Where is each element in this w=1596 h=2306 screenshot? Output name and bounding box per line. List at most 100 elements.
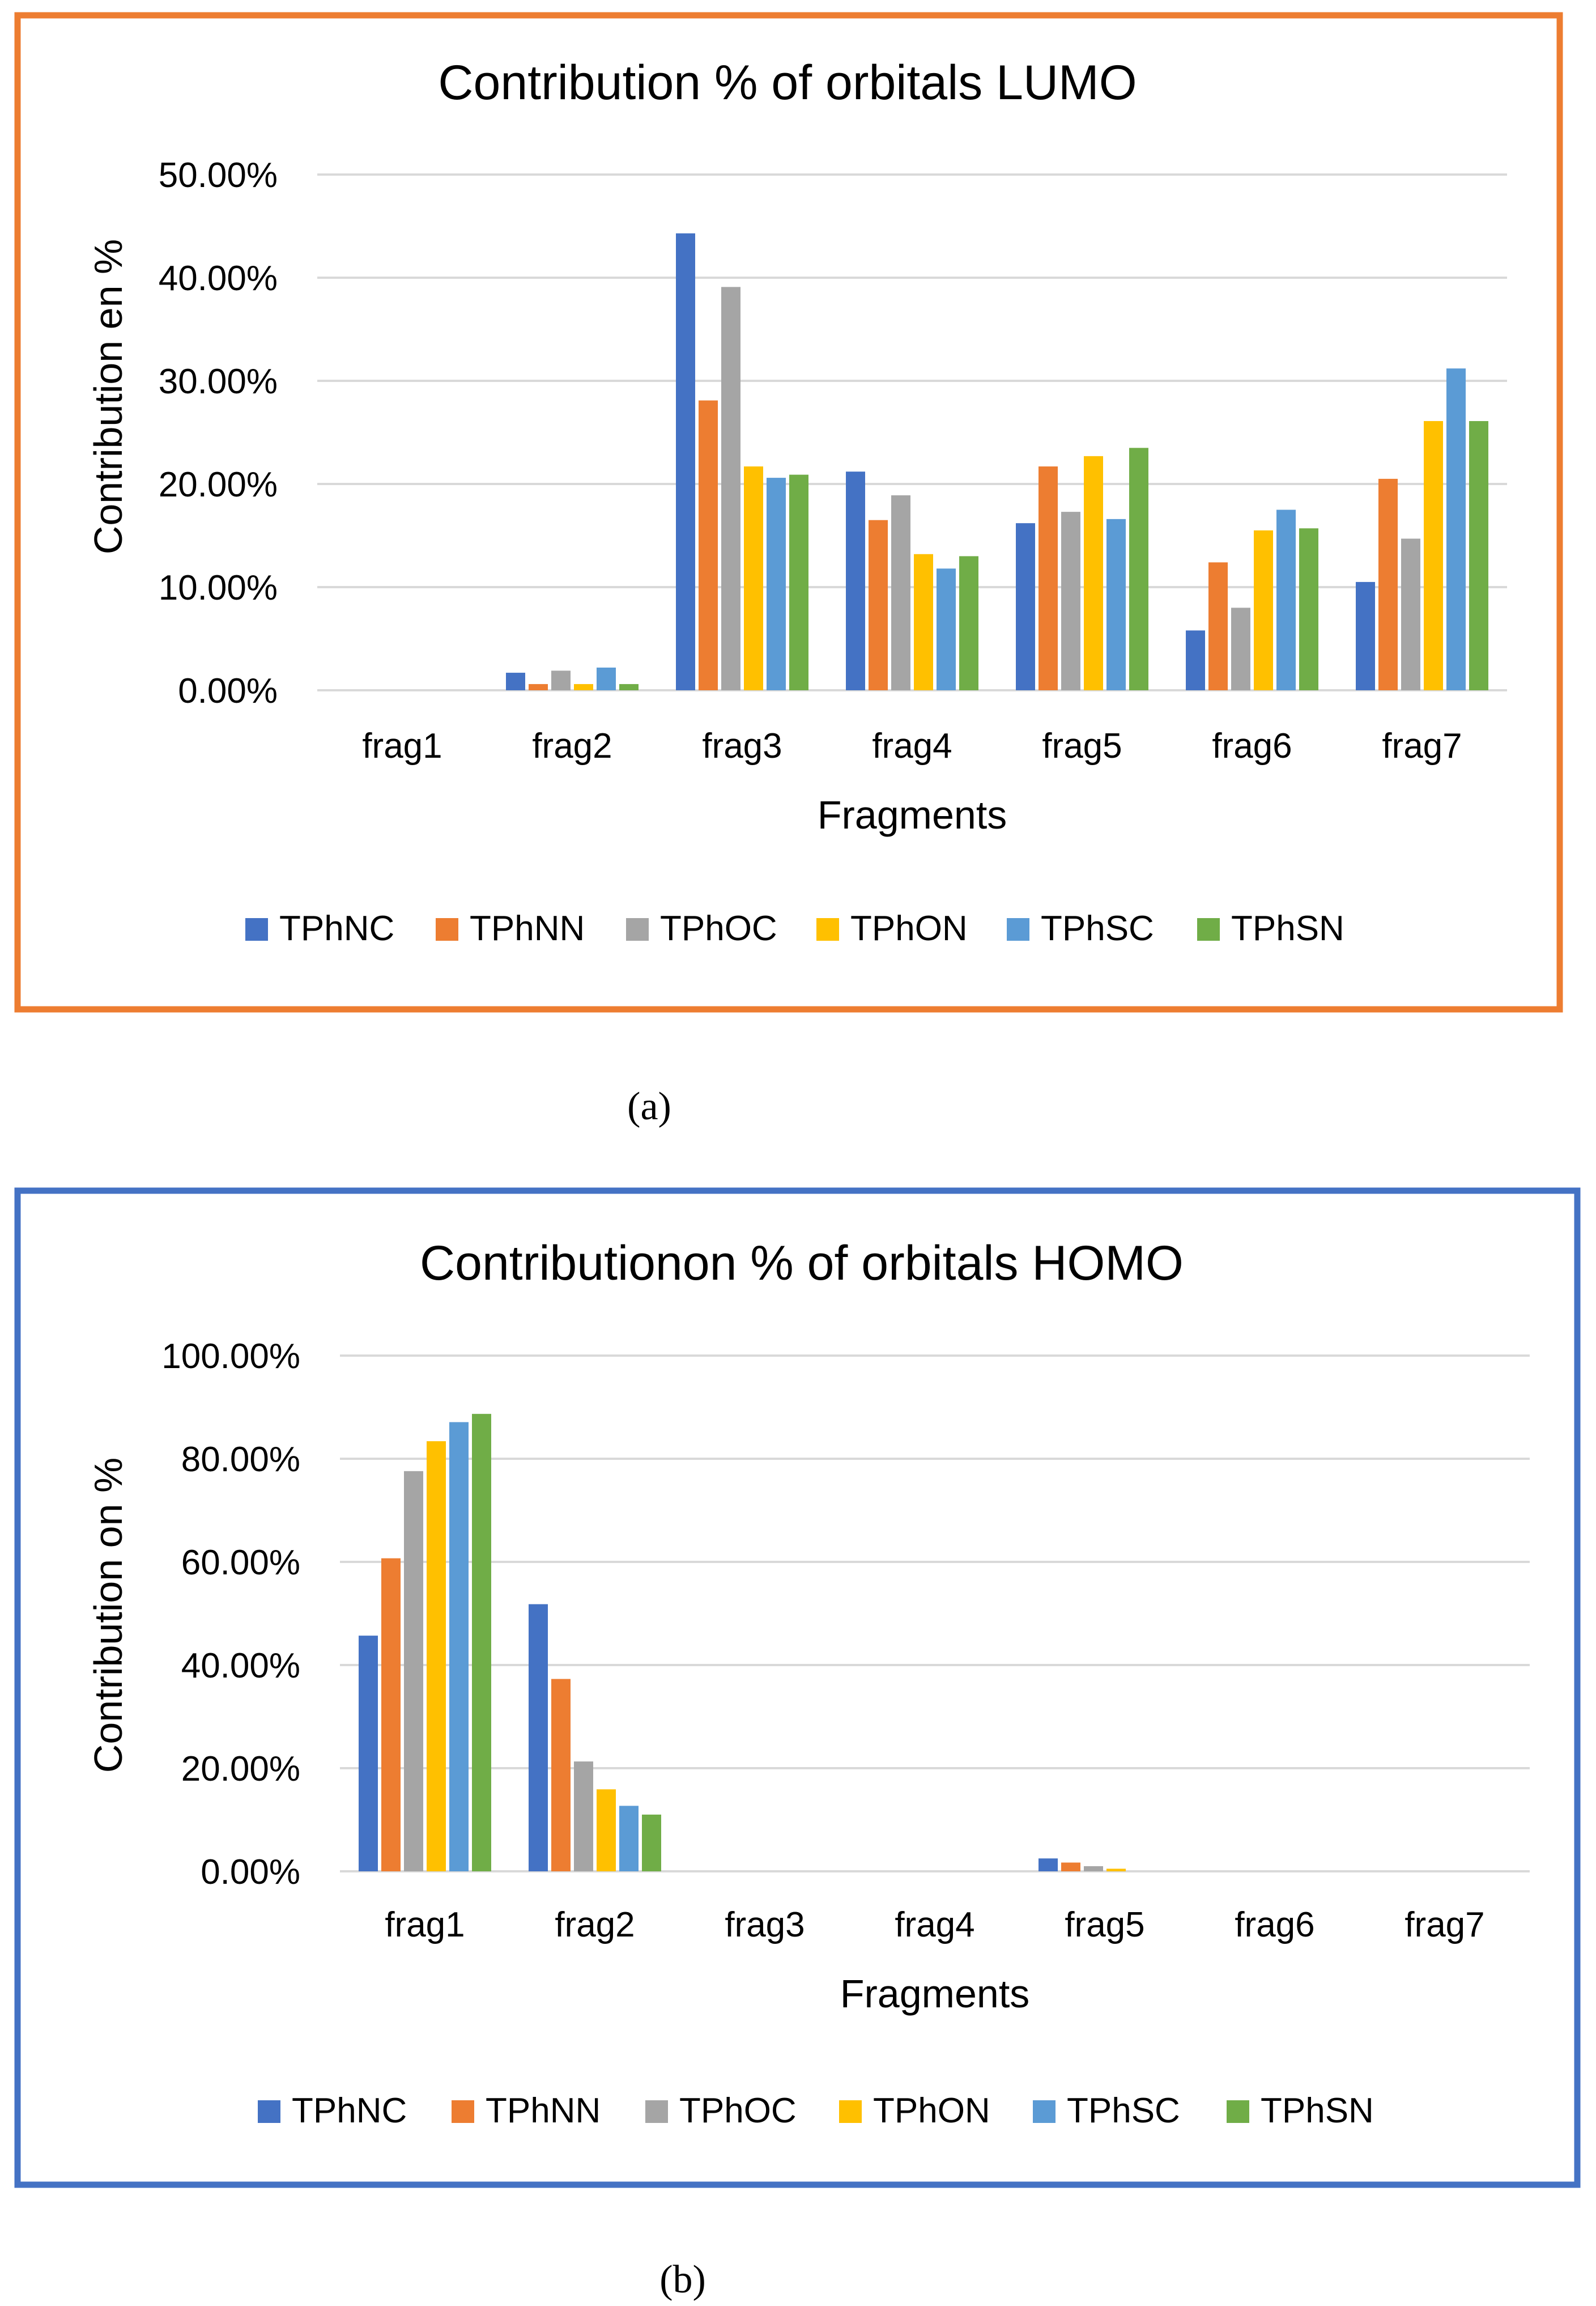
- lumo-bar-TPhSN-frag7: [1469, 421, 1488, 690]
- lumo-bar-TPhSN-frag2: [619, 684, 639, 690]
- homo-bar-TPhON-frag5: [1106, 1868, 1126, 1871]
- lumo-x-tick-label: frag3: [702, 727, 782, 766]
- homo-legend-label: TPhSC: [1067, 2091, 1180, 2130]
- lumo-bar-TPhSN-frag5: [1129, 448, 1148, 690]
- lumo-chart-title: Contribution % of orbitals LUMO: [438, 56, 1137, 110]
- lumo-legend-label: TPhSN: [1231, 909, 1344, 948]
- lumo-bar-TPhON-frag7: [1424, 421, 1443, 690]
- lumo-legend-swatch: [1007, 918, 1029, 941]
- lumo-legend-swatch: [436, 918, 458, 941]
- homo-legend-swatch: [645, 2100, 668, 2123]
- lumo-y-axis-label: Contribution en %: [86, 239, 130, 554]
- lumo-bar-TPhSN-frag3: [789, 474, 808, 690]
- homo-y-tick-label: 80.00%: [181, 1440, 300, 1479]
- lumo-x-tick-label: frag7: [1382, 727, 1462, 766]
- homo-legend-swatch: [1033, 2100, 1056, 2123]
- homo-y-tick-label: 40.00%: [181, 1646, 300, 1685]
- lumo-legend-swatch: [1197, 918, 1220, 941]
- lumo-bar-TPhOC-frag5: [1061, 512, 1080, 690]
- lumo-bar-TPhNN-frag5: [1039, 466, 1058, 690]
- lumo-legend: TPhNC TPhNN TPhOC TPhON TPhSC TPhSN: [245, 909, 1344, 948]
- lumo-x-tick-label: frag5: [1042, 727, 1122, 766]
- lumo-bar-TPhOC-frag3: [721, 287, 740, 690]
- lumo-legend-label: TPhNC: [279, 909, 394, 948]
- homo-y-tick-label: 0.00%: [201, 1853, 300, 1892]
- lumo-caption: (a): [627, 1085, 671, 1128]
- lumo-bar-TPhOC-frag7: [1401, 538, 1420, 690]
- homo-x-tick-label: frag7: [1405, 1905, 1484, 1944]
- homo-x-axis-label: Fragments: [840, 1972, 1030, 2016]
- homo-legend-label: TPhOC: [679, 2091, 797, 2130]
- lumo-bar-TPhNC-frag2: [506, 673, 525, 690]
- lumo-bar-TPhNC-frag3: [676, 233, 695, 690]
- homo-chart-title: Contributionon % of orbitals HOMO: [420, 1236, 1184, 1290]
- lumo-bar-TPhNC-frag4: [846, 472, 865, 690]
- lumo-bar-TPhNN-frag6: [1208, 562, 1228, 690]
- lumo-bar-TPhON-frag3: [744, 466, 763, 690]
- lumo-legend-swatch: [626, 918, 649, 941]
- homo-caption: (b): [659, 2258, 706, 2301]
- lumo-x-tick-label: frag1: [362, 727, 442, 766]
- homo-y-tick-labels: 0.00% 20.00% 40.00% 60.00% 80.00% 100.00%: [161, 1337, 300, 1892]
- lumo-bar-TPhNN-frag2: [529, 684, 548, 690]
- homo-legend-label: TPhNC: [292, 2091, 407, 2130]
- lumo-bar-TPhOC-frag6: [1231, 608, 1250, 690]
- homo-legend-label: TPhNN: [486, 2091, 601, 2130]
- homo-bar-TPhSN-frag1: [472, 1413, 491, 1871]
- homo-x-tick-label: frag2: [555, 1905, 635, 1944]
- homo-legend-swatch: [452, 2100, 474, 2123]
- homo-bar-TPhOC-frag1: [404, 1471, 423, 1871]
- lumo-bar-TPhSN-frag6: [1299, 528, 1318, 690]
- homo-bar-TPhNC-frag1: [359, 1636, 378, 1871]
- lumo-y-tick-label: 10.00%: [159, 568, 278, 608]
- lumo-y-tick-label: 40.00%: [159, 259, 278, 298]
- homo-bar-TPhNN-frag5: [1061, 1862, 1080, 1871]
- lumo-bars: [506, 233, 1488, 690]
- homo-bar-TPhNN-frag1: [381, 1558, 401, 1871]
- homo-legend-swatch: [258, 2100, 280, 2123]
- homo-x-tick-labels: frag1 frag2 frag3 frag4 frag5 frag6 frag7: [385, 1905, 1484, 1944]
- lumo-x-tick-label: frag4: [872, 727, 952, 766]
- homo-bar-TPhOC-frag5: [1084, 1866, 1103, 1871]
- lumo-bar-TPhSC-frag7: [1446, 368, 1466, 690]
- lumo-y-tick-labels: 0.00% 10.00% 20.00% 30.00% 40.00% 50.00%: [159, 156, 278, 711]
- homo-bar-TPhON-frag1: [427, 1441, 446, 1871]
- homo-x-tick-label: frag5: [1065, 1905, 1144, 1944]
- homo-legend-swatch: [839, 2100, 862, 2123]
- lumo-legend-label: TPhSC: [1041, 909, 1154, 948]
- lumo-bar-TPhSC-frag5: [1106, 519, 1126, 690]
- lumo-y-tick-label: 0.00%: [178, 672, 278, 711]
- lumo-bar-TPhON-frag2: [574, 684, 593, 690]
- lumo-bar-TPhON-frag4: [914, 554, 933, 690]
- homo-y-tick-label: 20.00%: [181, 1749, 300, 1789]
- homo-x-tick-label: frag4: [895, 1905, 974, 1944]
- homo-x-tick-label: frag1: [385, 1905, 465, 1944]
- homo-bar-TPhSC-frag1: [449, 1422, 469, 1871]
- homo-x-tick-label: frag3: [725, 1905, 805, 1944]
- homo-legend-swatch: [1227, 2100, 1249, 2123]
- lumo-x-axis-label: Fragments: [818, 793, 1007, 837]
- homo-bars: [359, 1413, 1126, 1871]
- lumo-chart-panel: Contribution % of orbitals LUMO 0.00% 10.…: [14, 12, 1563, 1013]
- lumo-bar-TPhNC-frag7: [1356, 581, 1375, 690]
- homo-bar-TPhOC-frag2: [574, 1761, 593, 1871]
- lumo-x-tick-labels: frag1 frag2 frag3 frag4 frag5 frag6 frag7: [362, 727, 1462, 766]
- lumo-legend-label: TPhON: [850, 909, 968, 948]
- lumo-x-tick-label: frag2: [532, 727, 612, 766]
- lumo-legend-label: TPhNN: [470, 909, 585, 948]
- lumo-bar-TPhNN-frag7: [1378, 478, 1398, 690]
- homo-bar-TPhON-frag2: [597, 1789, 616, 1871]
- lumo-bar-TPhSC-frag2: [597, 667, 616, 690]
- lumo-bar-TPhNC-frag6: [1186, 630, 1205, 690]
- lumo-bar-TPhNC-frag5: [1016, 523, 1035, 690]
- lumo-bar-TPhSC-frag4: [937, 568, 956, 690]
- homo-bar-TPhNC-frag5: [1039, 1858, 1058, 1871]
- homo-bar-TPhNC-frag2: [529, 1604, 548, 1871]
- homo-bar-TPhSC-frag2: [619, 1806, 639, 1871]
- homo-legend-label: TPhON: [873, 2091, 990, 2130]
- lumo-bar-TPhSN-frag4: [959, 556, 978, 690]
- homo-y-tick-label: 100.00%: [161, 1337, 300, 1376]
- lumo-chart-frame: [14, 12, 1563, 1013]
- lumo-legend-swatch: [816, 918, 839, 941]
